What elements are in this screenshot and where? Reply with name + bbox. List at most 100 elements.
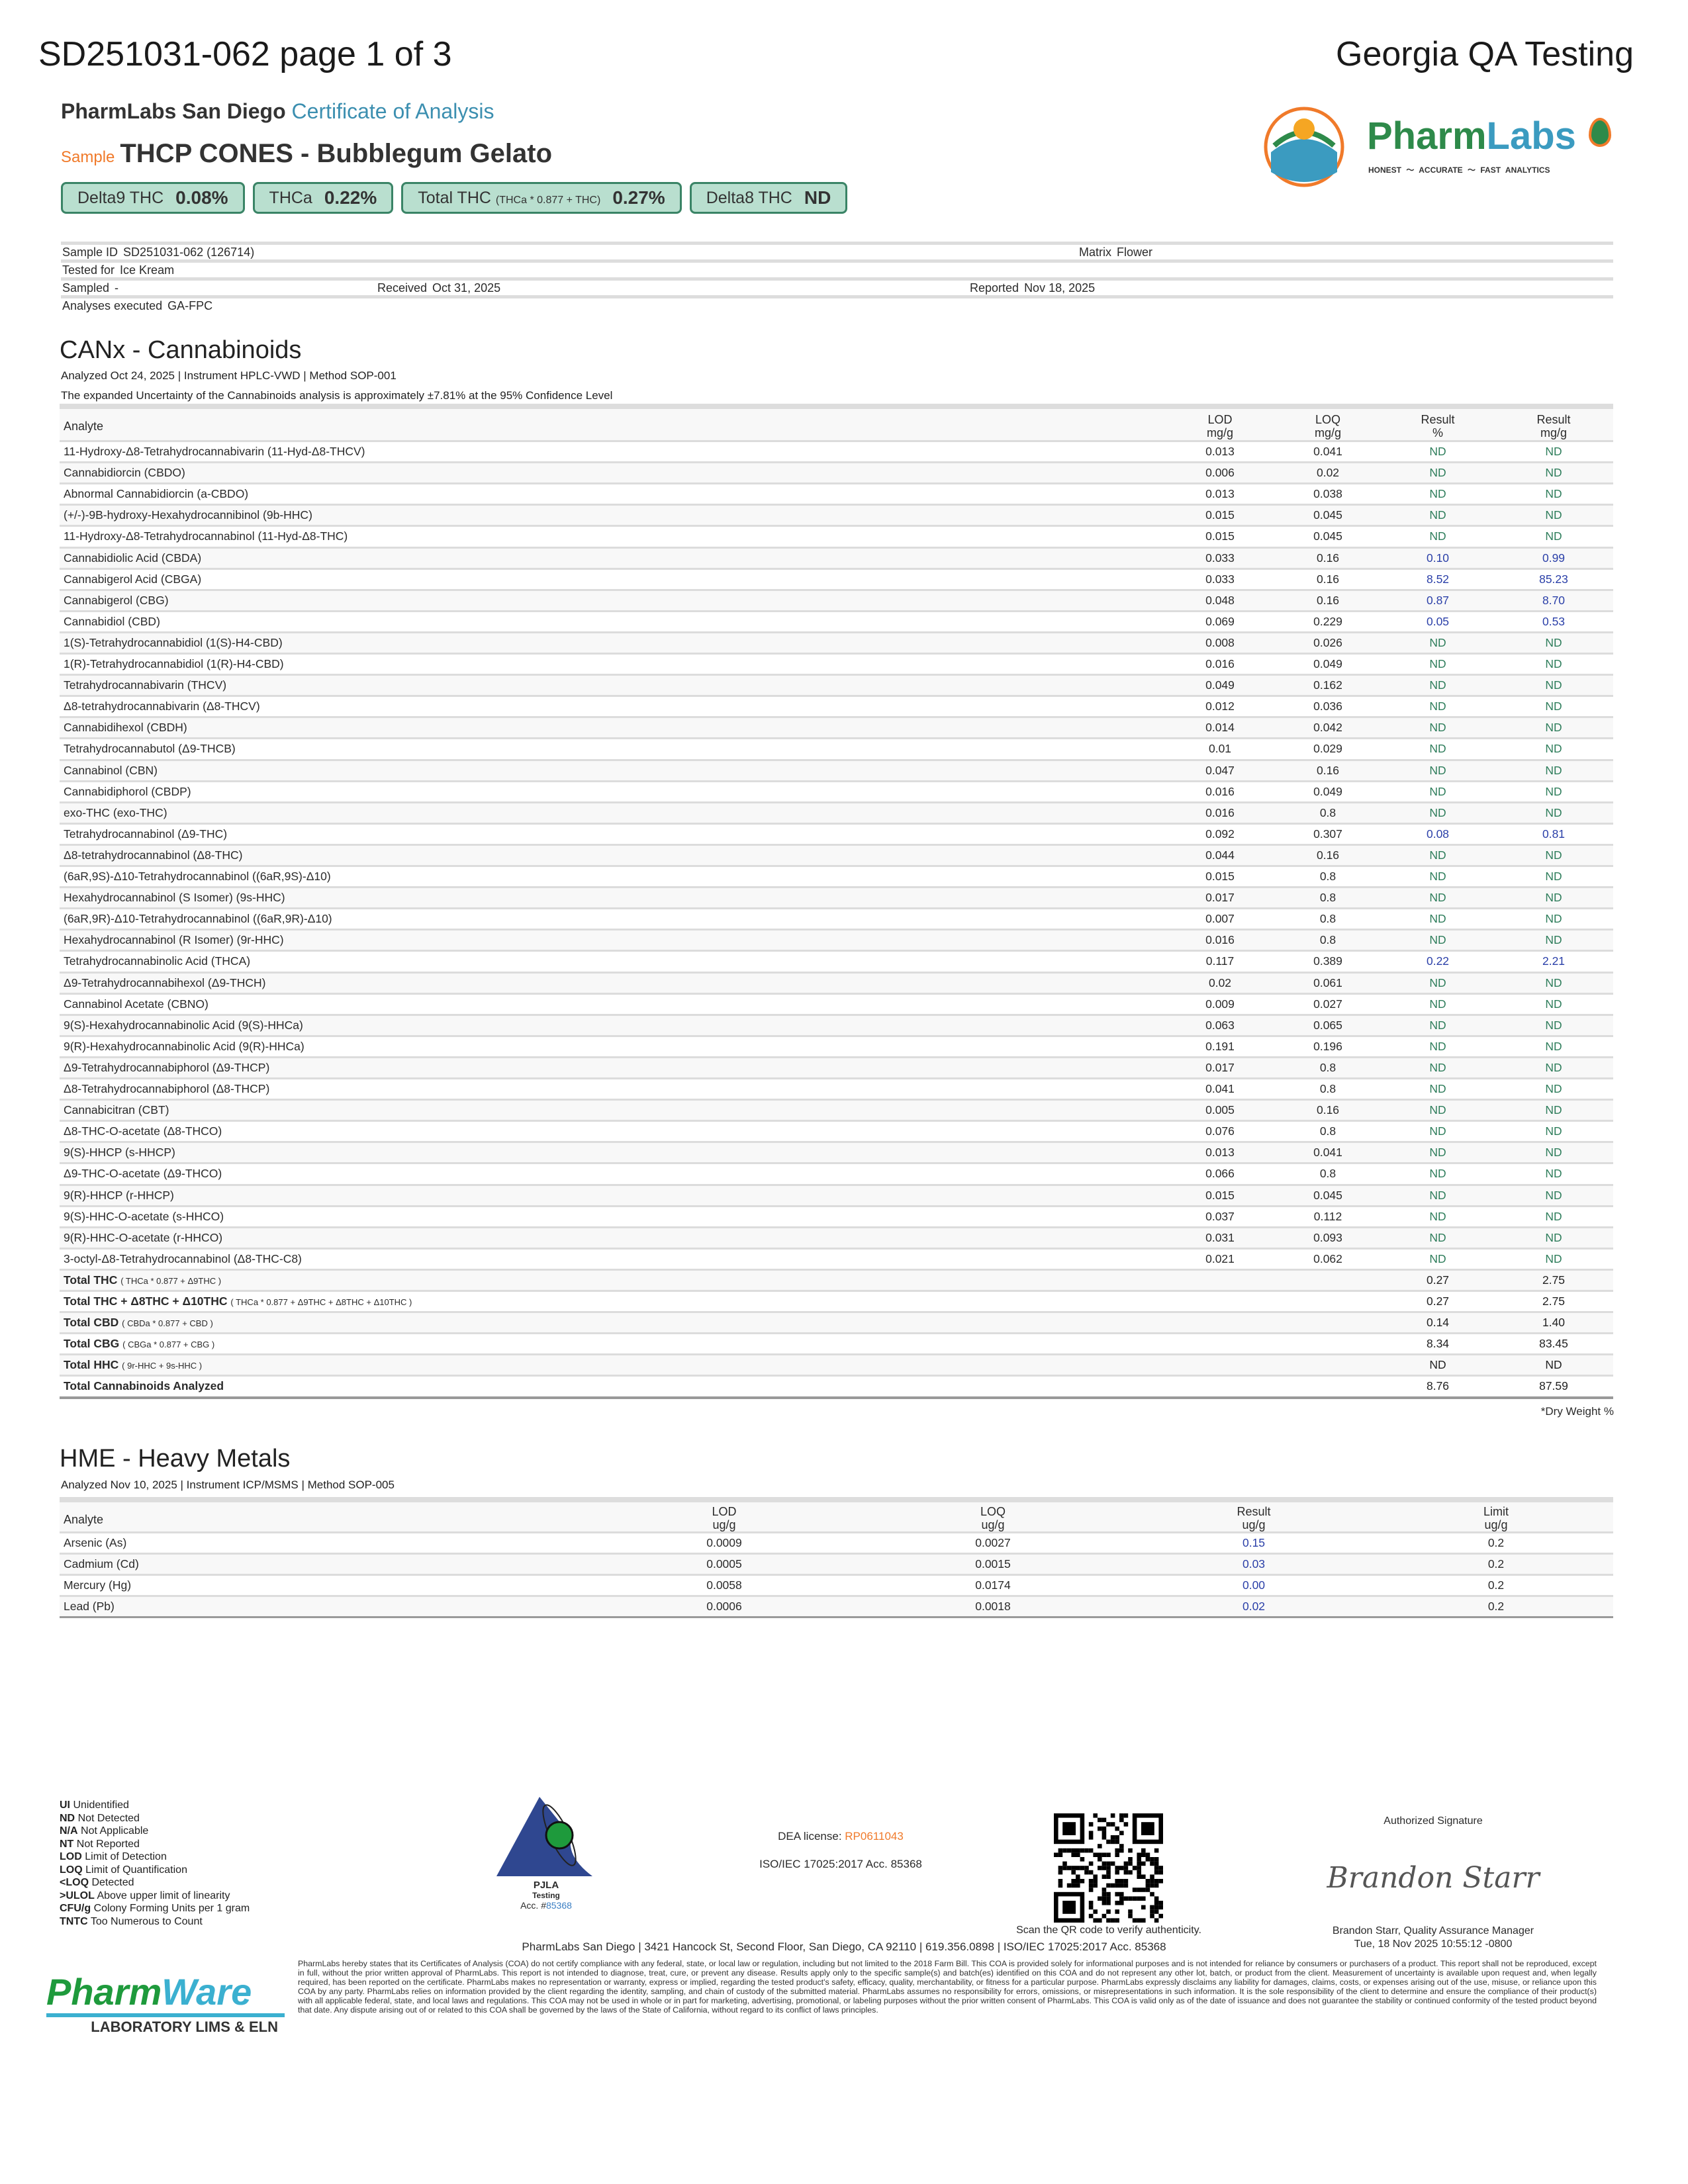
cell-loq: 0.16	[1316, 848, 1340, 862]
cell-pct: ND	[1429, 678, 1446, 692]
summary-badges: Delta9 THC 0.08% THCa 0.22% Total THC (THCa …	[61, 182, 848, 214]
cell-limit: 0.2	[1487, 1600, 1505, 1614]
qr-module	[1088, 1848, 1094, 1853]
table-header: Analyte LOD mg/g LOQ mg/g Result% Result mg…	[60, 404, 1613, 440]
verification-qr-code[interactable]	[1054, 1813, 1163, 1926]
table-row: Tetrahydrocannabivarin (THCV) 0.049 0.162 N…	[60, 674, 1613, 696]
qr-module	[1119, 1817, 1124, 1823]
qr-module	[1066, 1848, 1072, 1853]
cell-mg: ND	[1545, 891, 1562, 905]
cell-lod: 0.063	[1205, 1018, 1235, 1032]
analyte-name: 1(S)-Tetrahydrocannabidiol (1(S)-H4-CBD)	[64, 635, 283, 649]
qr-module	[1088, 1905, 1094, 1910]
qr-module	[1102, 1861, 1107, 1866]
dry-weight-note: *Dry Weight %	[1540, 1405, 1614, 1418]
qr-module	[1062, 1848, 1067, 1853]
legend-item: ND Not Detected	[60, 1812, 250, 1825]
cell-pct: ND	[1429, 1060, 1446, 1074]
qr-module	[1071, 1883, 1076, 1888]
qr-module	[1115, 1909, 1119, 1914]
table-row: Δ8-Tetrahydrocannabiphorol (Δ8-THCP) 0.04…	[60, 1077, 1613, 1099]
table-row: Hexahydrocannabinol (S Isomer) (9s-HHC) 0…	[60, 886, 1613, 908]
analyte-name: Tetrahydrocannabinolic Acid (THCA)	[64, 954, 251, 968]
qr-module	[1123, 1813, 1129, 1818]
cell-pct: 0.27	[1426, 1295, 1450, 1308]
cell-loq: 0.042	[1313, 721, 1342, 735]
legend-item: TNTC Too Numerous to Count	[60, 1915, 250, 1929]
cell-lod: 0.033	[1205, 572, 1235, 586]
cell-pct: ND	[1429, 721, 1446, 735]
qr-module	[1128, 1848, 1133, 1853]
table-row: Cadmium (Cd) 0.0005 0.0015 0.03 0.2	[60, 1553, 1613, 1574]
qr-module	[1102, 1866, 1107, 1870]
qr-module	[1066, 1866, 1072, 1870]
cell-pct: ND	[1429, 1188, 1446, 1202]
analyte-name: (6aR,9S)-Δ10-Tetrahydrocannabinol ((6aR,…	[64, 870, 331, 883]
cell-mg: ND	[1545, 997, 1562, 1011]
qr-module	[1093, 1852, 1098, 1857]
qr-module	[1106, 1866, 1111, 1870]
canx-section-title: CANx - Cannabinoids	[60, 336, 302, 364]
qr-module	[1088, 1879, 1094, 1884]
cell-loq: 0.045	[1313, 1188, 1342, 1202]
sample-id: SD251031-062 (126714)	[123, 246, 255, 259]
qr-module	[1128, 1857, 1133, 1862]
analyte-name: Δ8-THC-O-acetate (Δ8-THCO)	[64, 1124, 222, 1138]
cell-loq: 0.16	[1316, 593, 1340, 607]
qr-module	[1102, 1874, 1107, 1879]
qr-module	[1076, 1848, 1080, 1853]
cell-pct: ND	[1429, 700, 1446, 713]
legend-item: NT Not Reported	[60, 1838, 250, 1851]
badge-formula: (THCa * 0.877 + THC)	[495, 194, 601, 206]
qr-module	[1137, 1896, 1141, 1901]
qr-module	[1123, 1861, 1129, 1866]
qr-module	[1150, 1905, 1154, 1910]
cell-loq: 0.061	[1313, 976, 1342, 989]
table-row: Mercury (Hg) 0.0058 0.0174 0.00 0.2	[60, 1574, 1613, 1595]
legend-abbr: N/A	[60, 1825, 78, 1837]
qr-module	[1119, 1891, 1124, 1897]
legend-text: Not Applicable	[81, 1825, 149, 1837]
total-name: Total Cannabinoids Analyzed	[64, 1377, 224, 1396]
tested-for-label: Tested for	[62, 263, 115, 277]
cell-pct: ND	[1429, 805, 1446, 819]
qr-module	[1158, 1870, 1163, 1875]
qr-module	[1088, 1822, 1094, 1827]
analyte-name: Δ8-tetrahydrocannabivarin (Δ8-THCV)	[64, 700, 260, 713]
qr-module	[1093, 1813, 1098, 1818]
cell-loq: 0.049	[1313, 657, 1342, 670]
qr-module	[1150, 1879, 1154, 1884]
handwritten-signature: Brandon Starr	[1327, 1861, 1540, 1895]
qr-module	[1071, 1879, 1076, 1884]
table-row: Tetrahydrocannabinol (Δ9-THC) 0.092 0.307 0…	[60, 822, 1613, 844]
col-limit: Limit ug/g	[1483, 1505, 1509, 1531]
cell-pct: 0.14	[1426, 1316, 1450, 1330]
qr-module	[1137, 1866, 1141, 1870]
cell-loq: 0.196	[1313, 1039, 1342, 1053]
cell-lod: 0.033	[1205, 551, 1235, 565]
reported-value: Nov 18, 2025	[1024, 281, 1096, 295]
legend-abbr: ND	[60, 1812, 75, 1824]
qr-module	[1123, 1866, 1129, 1870]
qr-module	[1145, 1879, 1150, 1884]
qr-module	[1102, 1901, 1107, 1905]
qr-module	[1102, 1817, 1107, 1823]
qr-module	[1102, 1826, 1107, 1831]
legend-item: CFU/g Colony Forming Units per 1 gram	[60, 1902, 250, 1915]
cell-lod: 0.0005	[706, 1557, 742, 1571]
cell-pct: ND	[1429, 1124, 1446, 1138]
qr-module	[1054, 1852, 1058, 1857]
qr-module	[1088, 1883, 1094, 1888]
qr-module	[1115, 1835, 1119, 1840]
logo-wordmark: PharmLabs	[1367, 114, 1576, 158]
qr-module	[1141, 1852, 1146, 1857]
total-formula: ( THCa * 0.877 + Δ9THC )	[120, 1275, 222, 1286]
qr-code-icon[interactable]	[1054, 1813, 1163, 1923]
qr-module	[1115, 1883, 1119, 1888]
cell-loq: 0.049	[1313, 784, 1342, 798]
qr-module	[1062, 1861, 1067, 1866]
table-bottom-rule	[60, 1396, 1613, 1399]
badge-name: Total THC	[418, 188, 491, 207]
analyte-name: (6aR,9R)-Δ10-Tetrahydrocannabinol ((6aR,…	[64, 912, 332, 926]
analyte-name: 9(S)-HHC-O-acetate (s-HHCO)	[64, 1209, 224, 1223]
